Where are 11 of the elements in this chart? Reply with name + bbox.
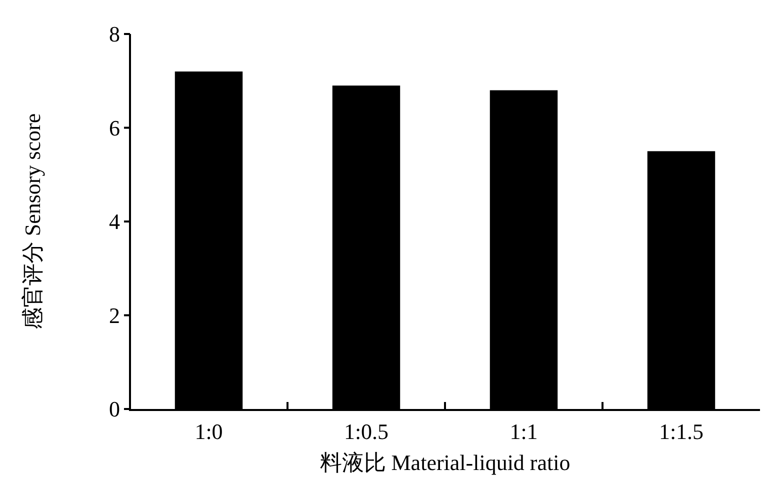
x-tick-label: 1:0 <box>194 419 223 444</box>
y-axis-title: 感官评分 Sensory score <box>20 113 45 330</box>
x-tick-label: 1:1 <box>510 419 538 444</box>
y-tick-label: 8 <box>109 22 120 47</box>
y-tick-label: 4 <box>109 209 120 234</box>
y-tick-label: 0 <box>109 396 120 422</box>
x-tick-label: 1:1.5 <box>658 419 704 444</box>
y-tick-label: 6 <box>109 115 120 140</box>
y-tick-label: 2 <box>109 302 120 328</box>
x-tick-label: 1:0.5 <box>344 419 389 444</box>
x-axis-title: 料液比 Material-liquid ratio <box>320 450 570 475</box>
